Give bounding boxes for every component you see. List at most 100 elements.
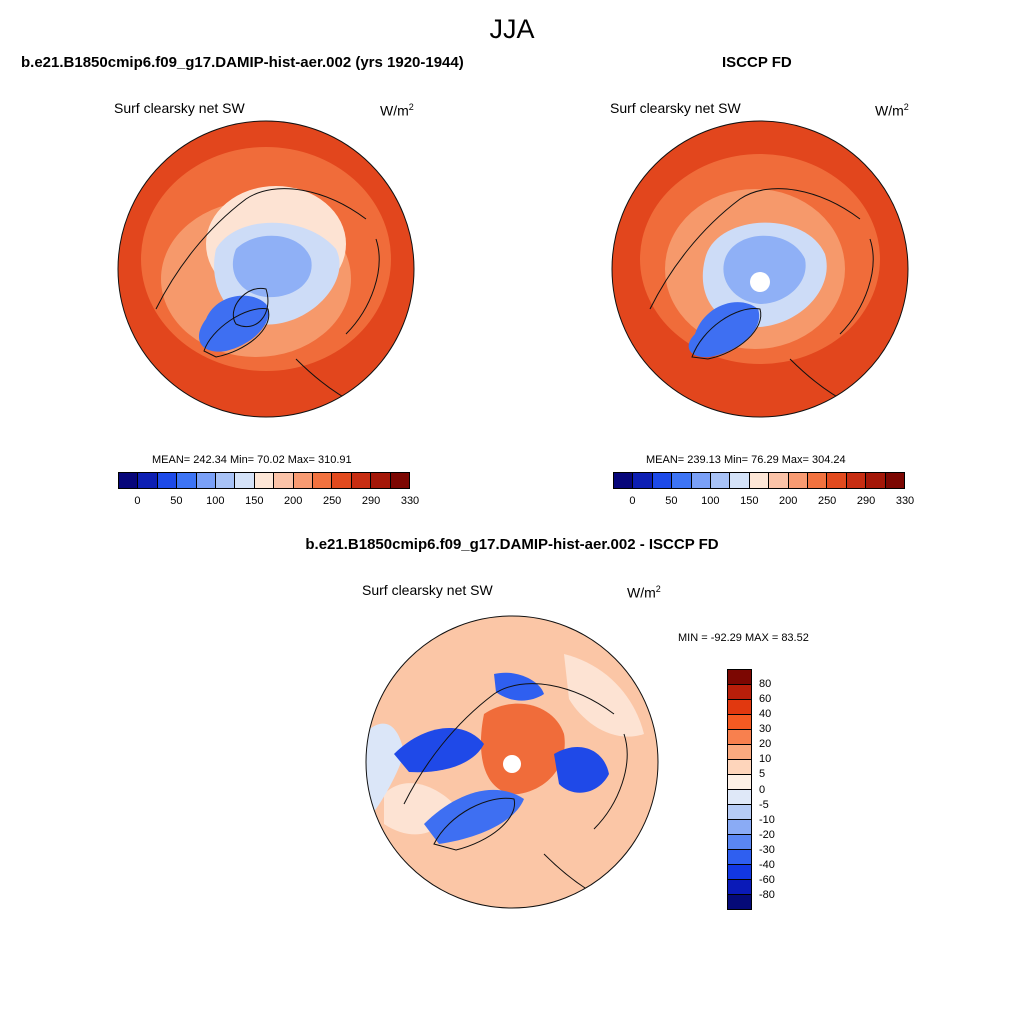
panel1-coastline-c: [203, 308, 270, 358]
panel1-colorbar-tick-label: 100: [206, 495, 225, 507]
panel2-variable-label: Surf clearsky net SW: [610, 100, 741, 116]
panel3-colorbar-swatch: [728, 760, 751, 775]
panel3-stats: MIN = -92.29 MAX = 83.52: [678, 632, 809, 644]
panel3-field-pale-b: [564, 654, 644, 737]
panel2-field-mid-blue: [723, 235, 806, 304]
panel2-colorbar-swatch: [730, 473, 750, 488]
panel3-units-sup: 2: [655, 584, 661, 594]
panel2-colorbar-swatch: [808, 473, 828, 488]
figure-title: JJA: [489, 14, 535, 44]
panel1-colorbar: [118, 472, 410, 489]
panel3-units-text: W/m: [627, 584, 656, 601]
panel1-colorbar-swatch: [177, 473, 197, 488]
panel3-coastline-c: [433, 797, 515, 851]
panel2-colorbar-tick-label: 200: [779, 495, 798, 507]
panel2-colorbar-swatch: [827, 473, 847, 488]
panel1-colorbar-swatch: [351, 473, 372, 488]
panel1-colorbar-swatch: [138, 473, 158, 488]
panel2-colorbar-tick-label: 50: [665, 495, 678, 507]
panel2-colorbar-swatch: [866, 473, 886, 488]
panel1-map-border: [117, 120, 415, 418]
panel1-colorbar-swatch: [119, 473, 139, 488]
panel3-colorbar-tick-label: 60: [759, 693, 772, 706]
panel2-colorbar-tick-label: 100: [701, 495, 720, 507]
panel1-coastline-a: [232, 287, 269, 327]
panel2-colorbar-tick-label: 250: [817, 495, 837, 507]
panel3-field-pale-blue-a: [366, 723, 404, 824]
panel2-colorbar-tick-label: 150: [740, 495, 759, 507]
panel1-colorbar-tick-label: 290: [361, 495, 381, 507]
panel2-colorbar-swatch: [769, 473, 789, 488]
panel1-case-title: b.e21.B1850cmip6.f09_g17.DAMIP-hist-aer.…: [21, 54, 464, 71]
panel3-colorbar-tick-label: 10: [759, 753, 772, 766]
panel3-colorbar-tick-label: -10: [759, 813, 775, 826]
panel2-colorbar-swatch: [846, 473, 867, 488]
panel1-polar-map: [117, 120, 415, 418]
panel1-units-sup: 2: [408, 102, 414, 112]
panel3-case-title: b.e21.B1850cmip6.f09_g17.DAMIP-hist-aer.…: [305, 536, 719, 553]
panel3-colorbar-swatch: [728, 820, 751, 835]
panel3-colorbar-swatch: [728, 685, 751, 700]
panel2-colorbar: [613, 472, 905, 489]
panel3-colorbar-tick-label: -80: [759, 888, 775, 901]
panel3-colorbar-tick-label: -40: [759, 858, 775, 871]
panel1-colorbar-swatch: [293, 473, 314, 488]
panel2-colorbar-tick-label: 330: [895, 495, 915, 507]
panel1-colorbar-swatch: [157, 473, 178, 488]
panel3-colorbar-swatch: [728, 775, 751, 790]
panel1-units-text: W/m: [380, 102, 409, 119]
panel3-colorbar-swatch: [728, 670, 751, 685]
panel3-colorbar-tick-label: 80: [759, 678, 772, 691]
panel3-colorbar-tick-label: 20: [759, 738, 772, 751]
panel2-polar-map: [611, 120, 909, 418]
panel1-colorbar-swatch: [235, 473, 255, 488]
panel3-colorbar-tick-label: 40: [759, 708, 772, 721]
panel2-colorbar-swatch: [672, 473, 692, 488]
panel2-greenland-blue: [688, 302, 760, 358]
panel1-variable-label: Surf clearsky net SW: [114, 100, 245, 116]
panel3-colorbar-swatch: [728, 730, 751, 745]
panel3-field-warm-center: [480, 703, 565, 795]
panel1-colorbar-swatch: [274, 473, 294, 488]
panel3-field-blue-north: [494, 672, 544, 701]
panel3-field-blue-west: [394, 727, 484, 773]
panel3-variable-label: Surf clearsky net SW: [362, 582, 493, 598]
panel3-colorbar-tick-label: -60: [759, 873, 775, 886]
panel3-colorbar-tick-label: -20: [759, 828, 775, 841]
panel3-colorbar-swatch: [728, 700, 751, 715]
panel1-colorbar-swatch: [313, 473, 333, 488]
panel1-field-mid-blue: [232, 235, 312, 298]
panel3-colorbar: [727, 669, 752, 910]
panel3-colorbar-tick-label: -5: [759, 798, 769, 811]
panel2-colorbar-swatch: [788, 473, 809, 488]
panel3-field-blue-east: [554, 746, 609, 793]
panel2-colorbar-swatch: [711, 473, 731, 488]
panel3-colorbar-tick-label: 5: [759, 768, 766, 781]
panel1-colorbar-tick-label: 50: [170, 495, 183, 507]
panel2-units: W/m2: [875, 102, 909, 119]
panel1-colorbar-swatch: [390, 473, 410, 488]
panel1-colorbar-tick-label: 150: [245, 495, 264, 507]
panel1-colorbar-tick-label: 0: [134, 495, 141, 507]
panel1-stats: MEAN= 242.34 Min= 70.02 Max= 310.91: [152, 454, 352, 466]
panel3-polar-map: [365, 615, 659, 909]
panel3-colorbar-tick-label: -30: [759, 843, 775, 856]
panel3-colorbar-tick-label: 30: [759, 723, 772, 736]
panel1-greenland-blue: [198, 295, 269, 352]
panel3-units: W/m2: [627, 584, 661, 601]
panel1-colorbar-swatch: [371, 473, 391, 488]
panel1-colorbar-swatch: [332, 473, 352, 488]
panel3-colorbar-swatch: [728, 880, 751, 895]
panel2-colorbar-swatch: [652, 473, 673, 488]
panel2-colorbar-tick-label: 290: [856, 495, 876, 507]
panel2-colorbar-tick-label: 0: [629, 495, 636, 507]
panel2-map-border: [611, 120, 909, 418]
panel1-colorbar-tick-label: 200: [284, 495, 303, 507]
panel3-colorbar-swatch: [728, 865, 751, 880]
panel2-coastline-c: [691, 308, 762, 360]
panel2-polar-hole: [750, 272, 770, 292]
panel3-colorbar-swatch: [728, 850, 751, 865]
panel3-colorbar-swatch: [728, 895, 751, 909]
panel3-colorbar-swatch: [728, 835, 751, 850]
panel1-colorbar-swatch: [254, 473, 275, 488]
